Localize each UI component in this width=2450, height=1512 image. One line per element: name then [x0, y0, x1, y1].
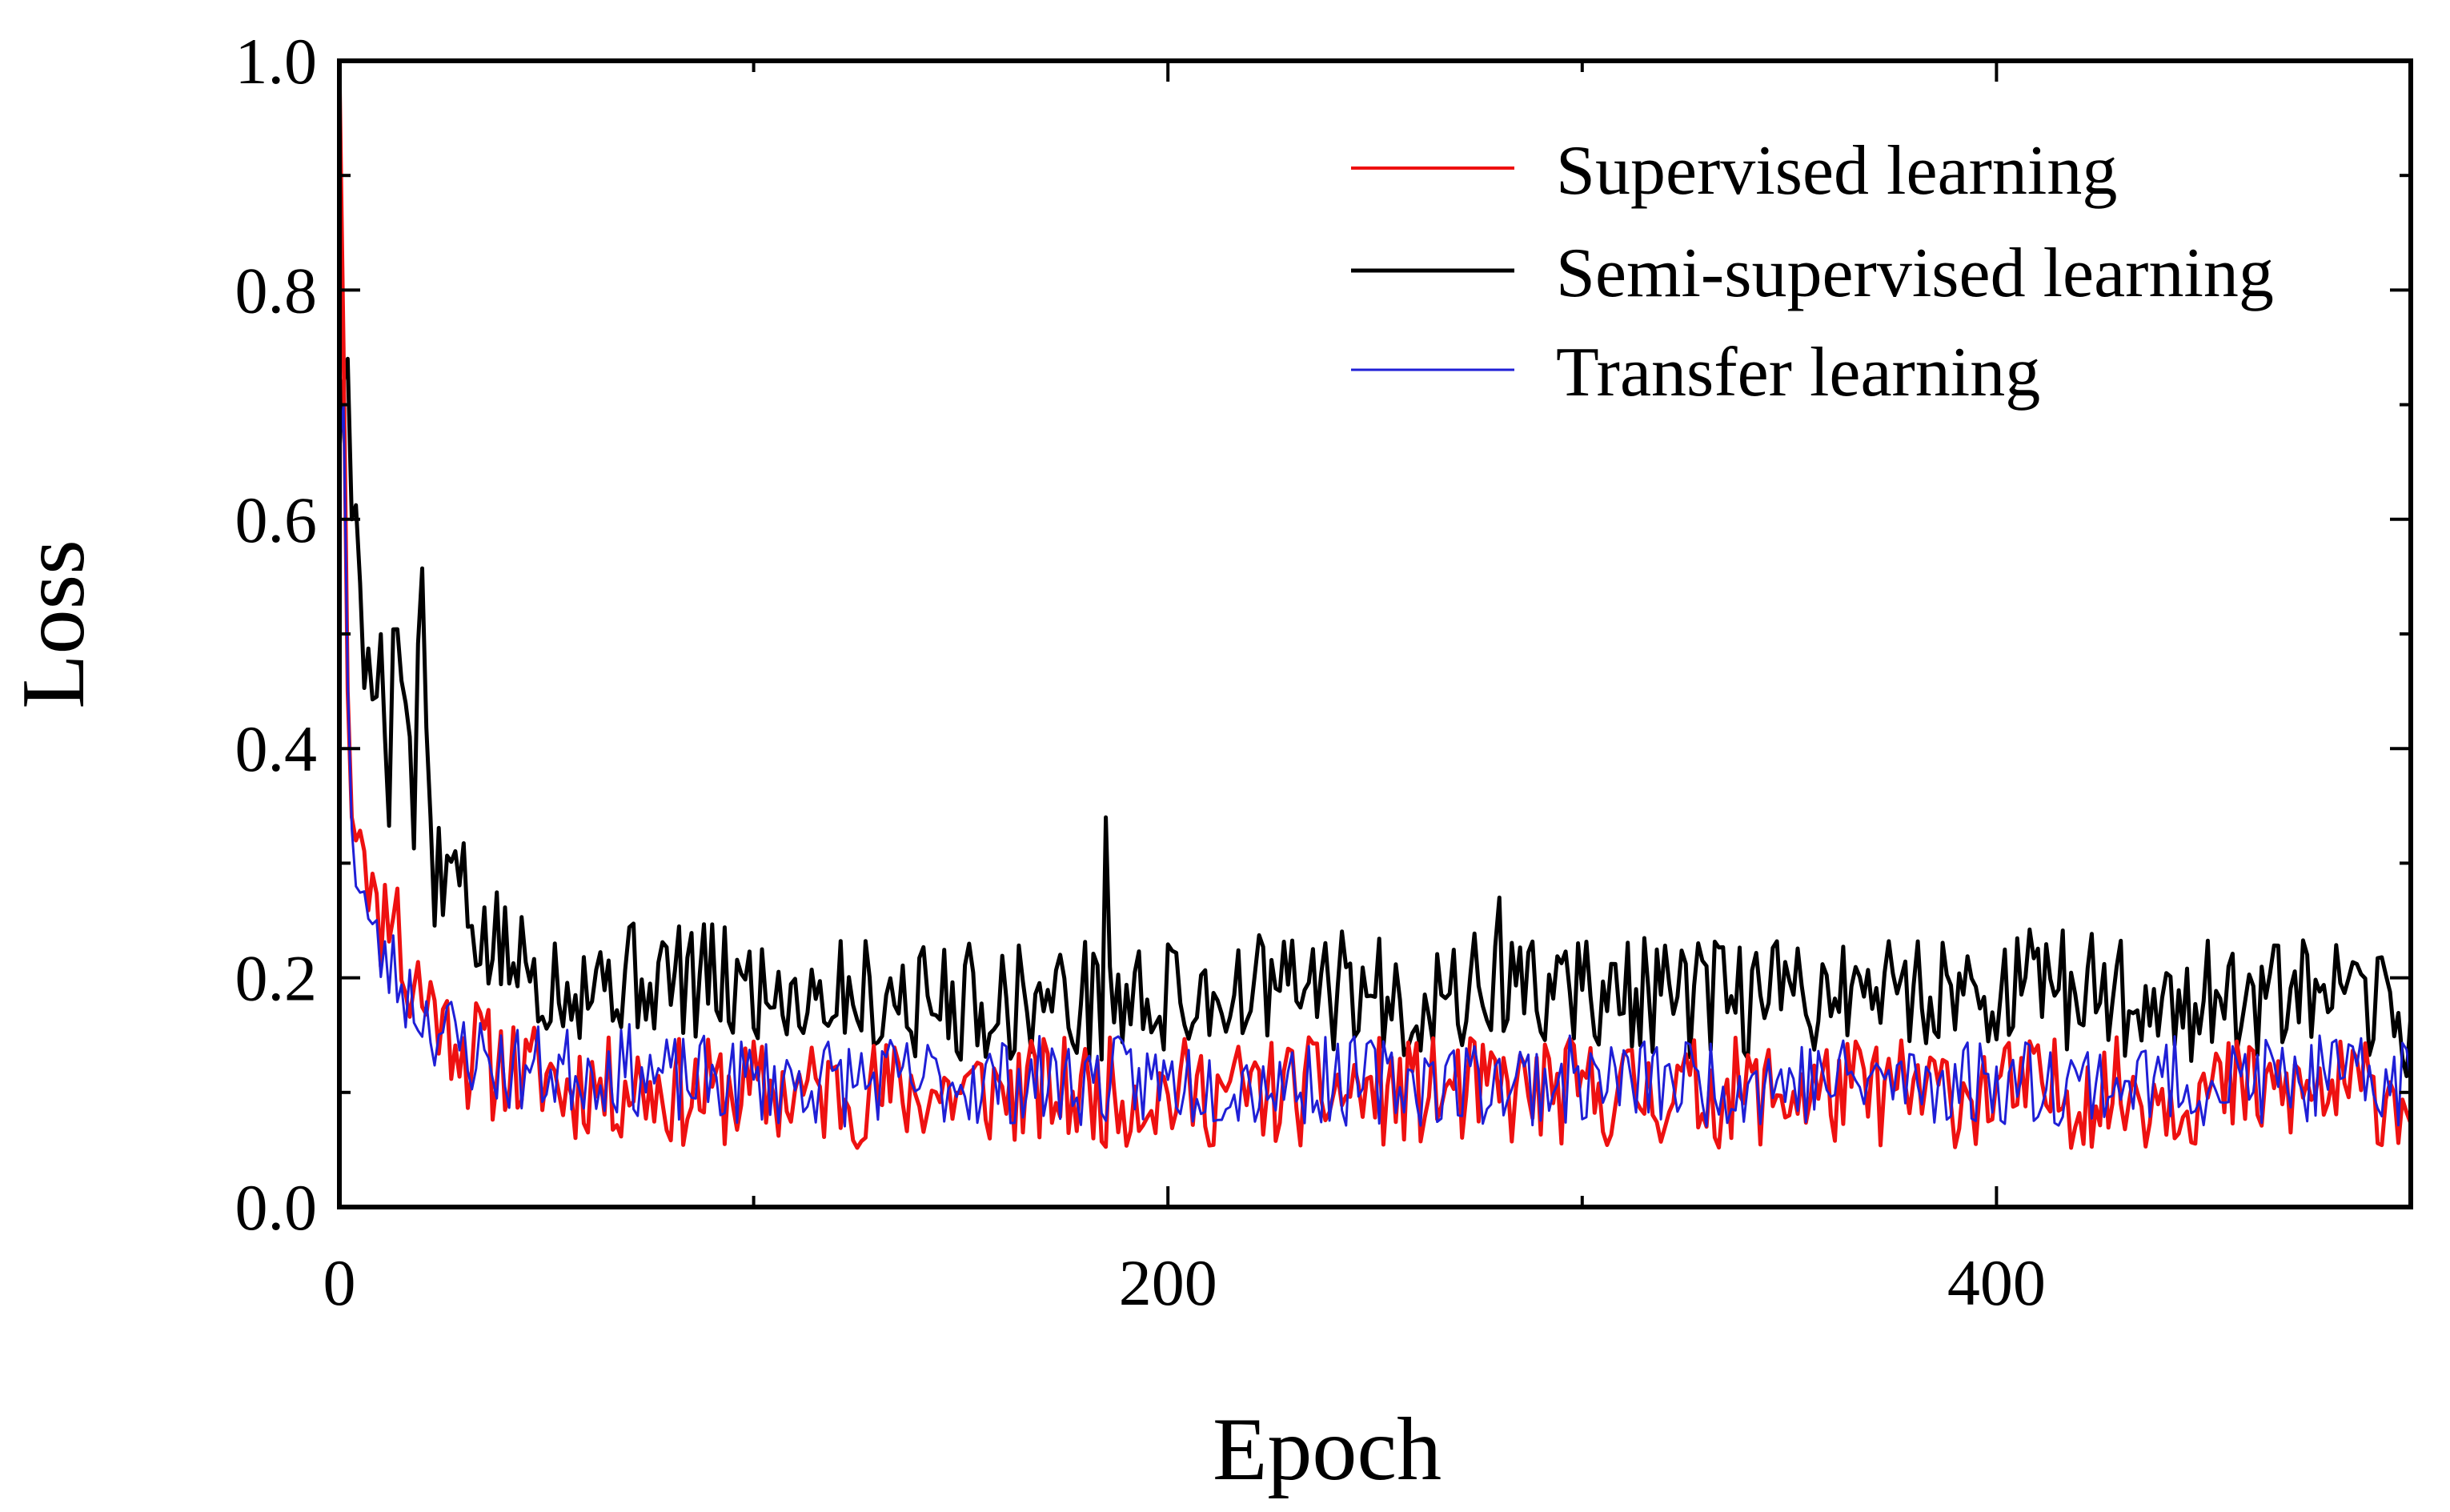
x-tick-label: 400: [1947, 1246, 2046, 1319]
ticklabels-layer: 0 200 400 0.0 0.2 0.4 0.6 0.8 1.0: [235, 25, 2046, 1319]
legend: Supervised learning Semi-supervised lear…: [1351, 132, 2274, 411]
x-tick-label: 200: [1119, 1246, 1217, 1319]
legend-label-supervised: Supervised learning: [1556, 132, 2117, 210]
y-tick-label: 0.4: [235, 712, 318, 785]
y-tick-label: 1.0: [235, 25, 318, 98]
legend-label-semi-supervised: Semi-supervised learning: [1556, 235, 2274, 312]
x-tick-label: 0: [323, 1246, 356, 1319]
y-tick-label: 0.6: [235, 483, 318, 556]
y-tick-label: 0.8: [235, 254, 318, 327]
y-tick-label: 0.0: [235, 1171, 318, 1244]
legend-label-transfer: Transfer learning: [1556, 334, 2040, 411]
series-transfer: [339, 403, 2411, 1128]
series-layer: [339, 61, 2411, 1150]
series-semi-supervised: [339, 356, 2411, 1078]
y-tick-label: 0.2: [235, 942, 318, 1015]
ticks-layer: [338, 59, 2412, 1209]
y-axis-title: Loss: [4, 539, 103, 709]
x-axis-title: Epoch: [1213, 1400, 1442, 1499]
